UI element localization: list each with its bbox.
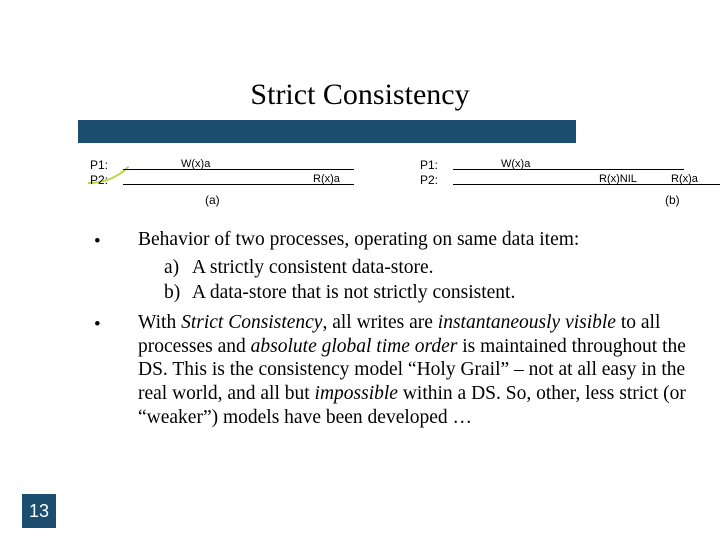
diagram-a-row-p2: P2: R(x)a bbox=[90, 173, 360, 188]
slide-title: Strict Consistency bbox=[0, 78, 720, 112]
process-label: P1: bbox=[90, 158, 108, 172]
diagram-a-caption: (a) bbox=[205, 193, 475, 207]
diagram-a-row-p1: P1: W(x)a bbox=[90, 158, 360, 173]
b2-em: Strict Consistency bbox=[181, 312, 322, 333]
b2-seg: With bbox=[138, 312, 181, 333]
slide-body: • Behavior of two processes, operating o… bbox=[94, 228, 690, 433]
write-op: W(x)a bbox=[181, 158, 210, 170]
diagram-b-caption: (b) bbox=[665, 193, 720, 207]
sub-a-letter: a) bbox=[164, 256, 192, 280]
b2-em: instantaneously visible bbox=[438, 312, 616, 333]
timeline: R(x)NIL R(x)a bbox=[453, 184, 720, 185]
sub-b-letter: b) bbox=[164, 281, 192, 305]
bullet-marker: • bbox=[94, 311, 138, 430]
sub-a: a) A strictly consistent data-store. bbox=[164, 256, 690, 280]
read-op-nil: R(x)NIL bbox=[599, 173, 637, 185]
read-op: R(x)a bbox=[313, 173, 340, 185]
sub-b-text: A data-store that is not strictly consis… bbox=[192, 281, 515, 305]
title-underline-bar bbox=[78, 120, 576, 143]
diagram-a: P1: W(x)a P2: R(x)a (a) bbox=[90, 158, 360, 188]
diagram-b-row-p2: P2: R(x)NIL R(x)a bbox=[420, 173, 690, 188]
sub-a-text: A strictly consistent data-store. bbox=[192, 256, 434, 280]
process-label: P1: bbox=[420, 158, 438, 172]
timeline: W(x)a bbox=[453, 169, 684, 170]
read-op: R(x)a bbox=[671, 173, 698, 185]
bullet-1-text: Behavior of two processes, operating on … bbox=[138, 228, 690, 253]
timeline-diagrams: P1: W(x)a P2: R(x)a (a) P1: W(x)a P2: R(… bbox=[90, 158, 685, 213]
b2-em: impossible bbox=[315, 383, 398, 404]
process-label: P2: bbox=[90, 173, 108, 187]
bullet-2-text: With Strict Consistency, all writes are … bbox=[138, 311, 690, 430]
page-number: 13 bbox=[22, 494, 56, 528]
sub-list: a) A strictly consistent data-store. b) … bbox=[164, 256, 690, 305]
sub-b: b) A data-store that is not strictly con… bbox=[164, 281, 690, 305]
b2-em: absolute global time order bbox=[251, 336, 458, 357]
bullet-1: • Behavior of two processes, operating o… bbox=[94, 228, 690, 253]
timeline: W(x)a bbox=[123, 169, 354, 170]
timeline: R(x)a bbox=[123, 184, 354, 185]
diagram-b: P1: W(x)a P2: R(x)NIL R(x)a (b) bbox=[420, 158, 690, 188]
bullet-2: • With Strict Consistency, all writes ar… bbox=[94, 311, 690, 430]
b2-seg: , all writes are bbox=[322, 312, 437, 333]
bullet-marker: • bbox=[94, 228, 138, 253]
diagram-b-row-p1: P1: W(x)a bbox=[420, 158, 690, 173]
write-op: W(x)a bbox=[501, 158, 530, 170]
process-label: P2: bbox=[420, 173, 438, 187]
